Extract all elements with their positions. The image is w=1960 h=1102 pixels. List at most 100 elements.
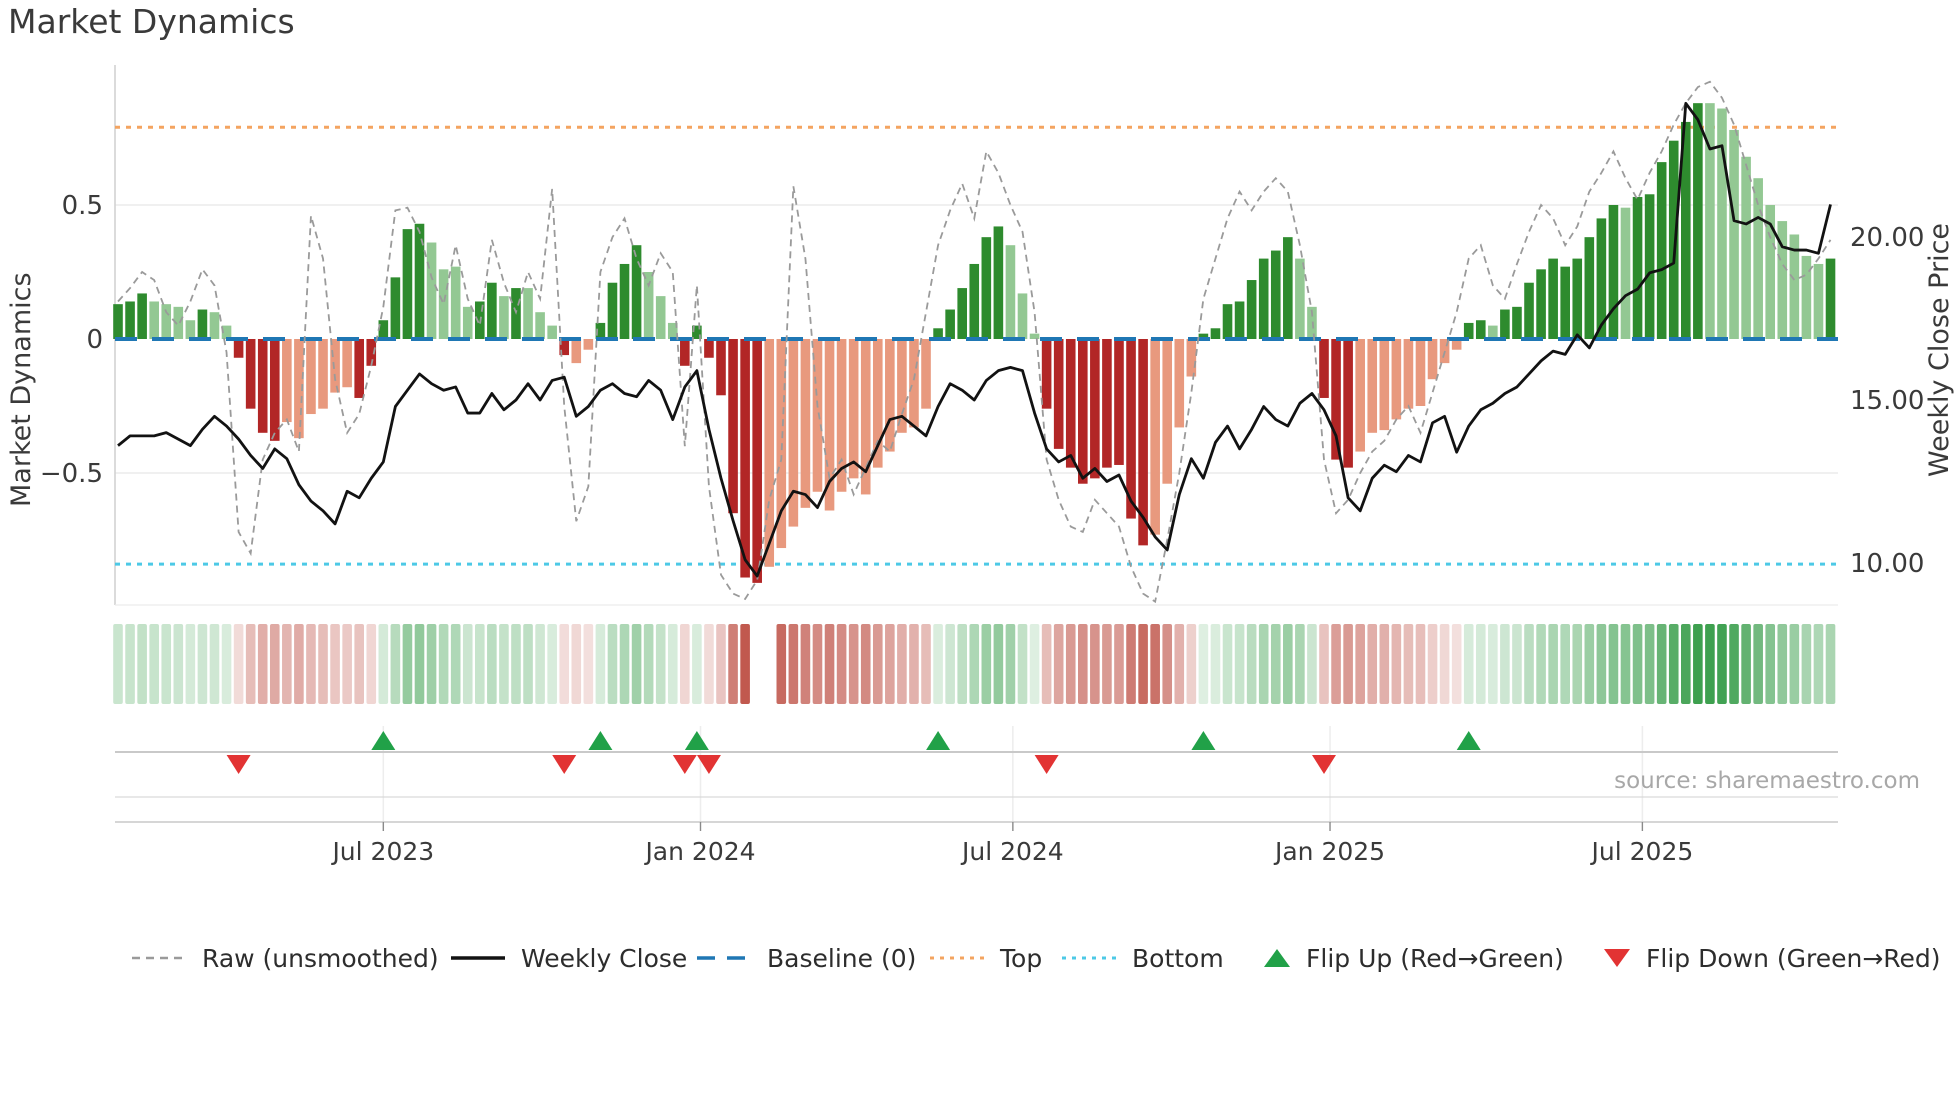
heatmap-cell <box>161 624 172 704</box>
bar <box>535 312 545 339</box>
bar <box>523 288 533 339</box>
legend-label: Raw (unsmoothed) <box>202 943 439 973</box>
bar <box>1343 339 1353 468</box>
heatmap-cell <box>692 624 702 704</box>
bar <box>137 293 147 339</box>
bar <box>1668 140 1679 339</box>
bar <box>1451 339 1462 350</box>
heatmap-cell <box>945 624 955 704</box>
flip-down-marker <box>1312 755 1336 774</box>
heatmap-cell <box>1789 624 1800 704</box>
bar <box>1198 333 1209 339</box>
y-tick-label: 0 <box>86 325 103 355</box>
bar <box>209 312 220 339</box>
bar <box>1656 162 1667 339</box>
bar <box>1258 258 1269 339</box>
bar <box>1765 205 1776 339</box>
flip-up-marker <box>1456 731 1481 750</box>
bar <box>1174 339 1185 428</box>
heatmap-cell <box>487 624 497 704</box>
bar <box>872 339 883 468</box>
bar <box>1005 245 1016 339</box>
bar <box>1705 103 1715 339</box>
bar <box>1017 293 1028 339</box>
bar <box>1463 322 1474 339</box>
heatmap-cell <box>209 624 220 704</box>
bar <box>342 339 352 388</box>
flip-down-marker <box>552 755 577 774</box>
bar <box>390 277 401 339</box>
x-tick-label: Jul 2024 <box>960 837 1064 866</box>
bar <box>933 328 943 339</box>
raw-unsmoothed-line <box>117 80 1832 604</box>
heatmap-cell <box>1186 624 1197 704</box>
flip-up-marker <box>371 731 396 750</box>
heatmap-cell <box>511 624 521 704</box>
heatmap-cell <box>1379 624 1390 704</box>
heatmap-cell <box>366 624 377 704</box>
heatmap-cell <box>559 624 570 704</box>
bar <box>245 339 256 409</box>
flip-up-marker <box>926 731 951 750</box>
heatmap-cell <box>1114 624 1124 704</box>
bar <box>800 339 811 508</box>
bar <box>113 304 123 339</box>
heatmap-cell <box>969 624 980 704</box>
heatmap-cell <box>848 624 859 704</box>
bar <box>426 242 437 339</box>
heatmap-cell <box>860 624 871 704</box>
heatmap-cell <box>1524 624 1534 704</box>
heatmap-cell <box>812 624 823 704</box>
source-credit: source: sharemaestro.com <box>1614 768 1920 794</box>
bar <box>1789 234 1800 339</box>
bar <box>1512 306 1522 339</box>
heatmap-cell <box>1246 624 1257 704</box>
bar <box>945 309 955 339</box>
heatmap-cell <box>221 624 232 704</box>
heatmap-cell <box>571 624 582 704</box>
bar <box>1029 333 1040 339</box>
legend-label: Top <box>1000 943 1043 973</box>
heatmap-cell <box>547 624 557 704</box>
heatmap-cell <box>1270 624 1281 704</box>
bar <box>1114 339 1124 465</box>
flip-up-markers <box>371 731 1481 750</box>
legend-item-top: Top <box>928 936 1042 980</box>
heatmap-cell <box>583 624 594 704</box>
heatmap-cell <box>1596 624 1607 704</box>
heatmap-cell <box>294 624 304 704</box>
bar <box>402 229 413 339</box>
flip-down-marker <box>696 755 721 774</box>
legend-item-baseline: Baseline (0) <box>695 936 916 980</box>
bar <box>1234 301 1245 339</box>
threshold-lines <box>115 125 1838 566</box>
heatmap-cell <box>788 624 799 704</box>
heatmap-cell <box>619 624 630 704</box>
heatmap-cell <box>1536 624 1546 704</box>
heatmap-cell <box>535 624 545 704</box>
heatmap-cell <box>462 624 473 704</box>
bar <box>655 296 666 339</box>
bar <box>414 223 425 339</box>
heatmap-cell <box>1825 624 1836 704</box>
heatmap-cell <box>1403 624 1414 704</box>
heatmap-cell <box>1439 624 1450 704</box>
flip-down-marker <box>672 755 697 774</box>
oscillator-bars <box>113 103 1836 583</box>
bar <box>1126 339 1136 519</box>
heatmap-cell <box>378 624 389 704</box>
heatmap-cell <box>1608 624 1619 704</box>
heatmap-cell <box>1475 624 1486 704</box>
heatmap-cell <box>450 624 461 704</box>
bar <box>1596 218 1607 339</box>
heatmap-cell <box>113 624 123 704</box>
bar <box>366 339 377 366</box>
heatmap-cell <box>607 624 618 704</box>
bar <box>860 339 871 495</box>
heatmap-cell <box>306 624 316 704</box>
heatmap-cell <box>740 624 750 704</box>
heatmap-cell <box>1705 624 1715 704</box>
heatmap-cell <box>728 624 738 704</box>
bar <box>233 339 244 358</box>
